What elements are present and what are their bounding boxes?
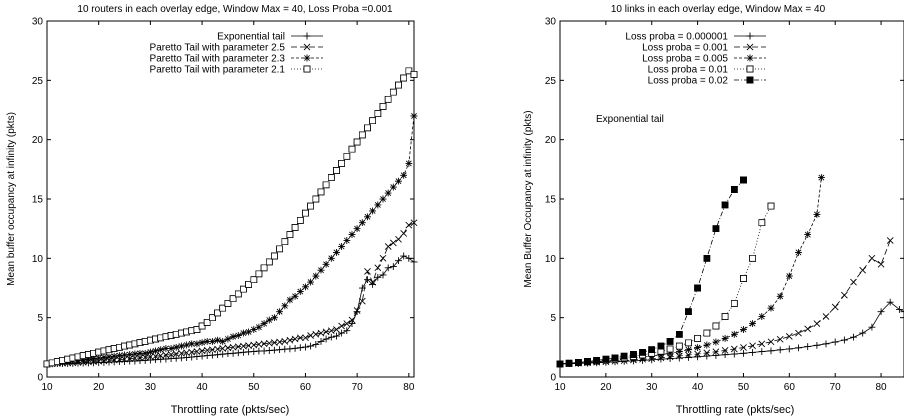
right-x-axis-label: Throttling rate (pkts/sec) xyxy=(676,404,795,416)
series-line-2 xyxy=(556,174,825,368)
right-chart-title: 10 links in each overlay edge, Window Ma… xyxy=(611,4,826,15)
right-annotation: Exponential tail xyxy=(596,114,664,125)
legend-label: Loss proba = 0.005 xyxy=(642,54,728,65)
series-line-3 xyxy=(43,67,418,368)
right-series-layer xyxy=(556,174,904,368)
y-tick-label: 20 xyxy=(32,135,44,146)
x-tick-label: 20 xyxy=(600,382,612,393)
series-line-0 xyxy=(556,298,904,368)
legend-label: Loss proba = 0.01 xyxy=(648,65,729,76)
right-x-axis: 10 20 30 40 50 60 70 80 xyxy=(554,21,887,393)
x-tick-label: 10 xyxy=(41,382,53,393)
series-line-3 xyxy=(556,202,775,368)
x-tick-label: 50 xyxy=(738,382,750,393)
series-line-1 xyxy=(556,237,894,368)
left-x-axis-label: Throttling rate (pkts/sec) xyxy=(171,404,290,416)
y-tick-label: 0 xyxy=(37,373,43,384)
left-chart-panel: 10 routers in each overlay edge, Window … xyxy=(6,4,418,416)
right-chart-panel: 10 links in each overlay edge, Window Ma… xyxy=(523,4,904,416)
x-tick-label: 60 xyxy=(300,382,312,393)
y-tick-label: 10 xyxy=(545,254,557,265)
y-tick-label: 15 xyxy=(32,195,44,206)
legend-label: Paretto Tail with parameter 2.3 xyxy=(150,54,286,65)
legend-label: Exponential tail xyxy=(217,32,285,43)
y-tick-label: 20 xyxy=(545,135,557,146)
y-tick-label: 0 xyxy=(550,373,556,384)
series-line-2 xyxy=(43,112,418,368)
left-chart-title: 10 routers in each overlay edge, Window … xyxy=(77,4,393,15)
y-tick-label: 25 xyxy=(545,76,557,87)
x-tick-label: 60 xyxy=(784,382,796,393)
y-tick-label: 15 xyxy=(545,195,557,206)
x-tick-label: 40 xyxy=(692,382,704,393)
series-line-1 xyxy=(43,219,418,368)
x-tick-label: 50 xyxy=(248,382,260,393)
legend-label: Paretto Tail with parameter 2.5 xyxy=(150,43,286,54)
y-tick-label: 5 xyxy=(550,313,556,324)
legend-label: Loss proba = 0.02 xyxy=(648,76,729,87)
y-tick-label: 5 xyxy=(37,313,43,324)
y-tick-label: 30 xyxy=(545,17,557,28)
x-tick-label: 10 xyxy=(554,382,566,393)
legend-label: Loss proba = 0.000001 xyxy=(625,32,728,43)
left-x-axis: 10 20 30 40 50 60 70 80 xyxy=(41,21,415,393)
x-tick-label: 80 xyxy=(876,382,888,393)
y-tick-label: 10 xyxy=(32,254,44,265)
x-tick-label: 70 xyxy=(352,382,364,393)
left-series-layer xyxy=(43,67,418,368)
right-y-axis-label: Mean Buffer Occupancy at infinity (pkts) xyxy=(523,110,534,287)
series-line-4 xyxy=(556,176,747,368)
x-tick-label: 40 xyxy=(197,382,209,393)
x-tick-label: 30 xyxy=(646,382,658,393)
left-y-axis-label: Mean buffer occupancy at infinity (pkts) xyxy=(6,112,17,286)
x-tick-label: 20 xyxy=(93,382,105,393)
x-tick-label: 30 xyxy=(145,382,157,393)
legend-label: Loss proba = 0.001 xyxy=(642,43,728,54)
y-tick-label: 25 xyxy=(32,76,44,87)
x-tick-label: 80 xyxy=(403,382,415,393)
right-y-axis: 0 5 10 15 20 25 30 xyxy=(545,17,904,384)
right-plot-frame xyxy=(559,20,904,378)
y-tick-label: 30 xyxy=(32,17,44,28)
legend-label: Paretto Tail with parameter 2.1 xyxy=(150,65,286,76)
x-tick-label: 70 xyxy=(830,382,842,393)
